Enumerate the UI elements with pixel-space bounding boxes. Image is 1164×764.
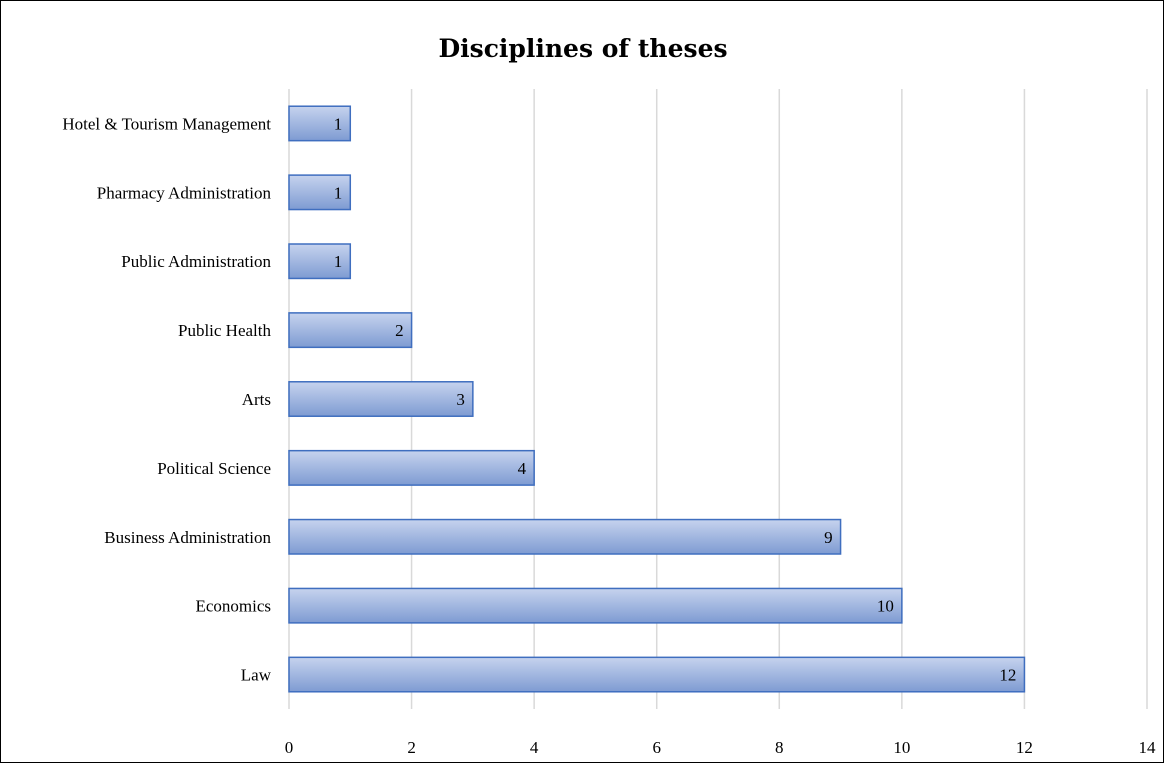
- bar: [288, 105, 352, 142]
- x-tick-label: 10: [893, 738, 910, 757]
- bars: 12 10 9 4 3 2 1 1 1: [288, 105, 1026, 693]
- category-label: Arts: [242, 390, 271, 409]
- category-label: Public Administration: [121, 252, 271, 271]
- data-label: 1: [334, 252, 343, 271]
- category-label: Law: [241, 666, 272, 685]
- category-label: Pharmacy Administration: [97, 183, 272, 202]
- data-label: 2: [395, 321, 404, 340]
- bar: [288, 312, 413, 349]
- bar: [288, 587, 903, 624]
- x-axis-ticks: 0 2 4 6 8 10 12 14: [285, 738, 1156, 757]
- data-label: 1: [334, 114, 343, 133]
- category-label: Economics: [195, 597, 271, 616]
- x-tick-label: 6: [652, 738, 661, 757]
- data-label: 3: [456, 390, 465, 409]
- bar: [288, 243, 352, 280]
- x-tick-label: 12: [1016, 738, 1033, 757]
- bar: [288, 656, 1026, 693]
- bar: [288, 381, 474, 417]
- gridlines: [288, 89, 1148, 709]
- category-label: Business Administration: [104, 528, 271, 547]
- category-label: Hotel & Tourism Management: [62, 114, 271, 133]
- category-label: Public Health: [178, 321, 272, 340]
- x-tick-label: 0: [285, 738, 294, 757]
- data-label: 10: [877, 597, 894, 616]
- data-label: 4: [518, 459, 527, 478]
- x-tick-label: 8: [775, 738, 784, 757]
- bar: [288, 174, 352, 211]
- y-axis-categories: Law Economics Business Administration Polit…: [62, 114, 271, 684]
- data-label: 1: [334, 183, 343, 202]
- data-label: 9: [824, 528, 833, 547]
- bar: [288, 449, 535, 486]
- bar: [288, 518, 842, 555]
- x-tick-label: 4: [530, 738, 539, 757]
- data-label: 12: [999, 666, 1016, 685]
- category-label: Political Science: [157, 459, 271, 478]
- chart-title: Disciplines of theses: [438, 34, 727, 63]
- x-tick-label: 14: [1139, 738, 1157, 757]
- x-tick-label: 2: [407, 738, 416, 757]
